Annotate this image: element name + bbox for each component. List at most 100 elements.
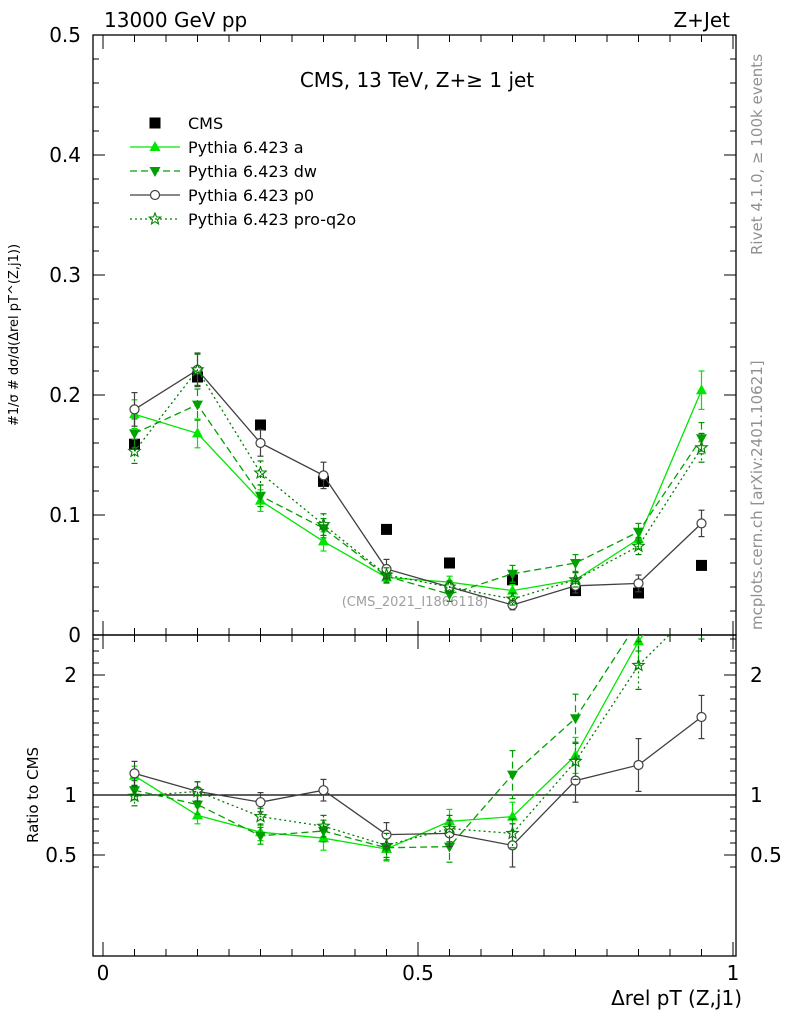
- top-pythia-6-423-p0-point: [318, 470, 329, 481]
- top-pythia-6-423-p0-point: [633, 578, 644, 589]
- top-pythia-6-423-pro-q2o-line: [133, 368, 703, 600]
- top-pythia-6-423-p0-line: [134, 368, 702, 606]
- top-pythia-6-423-pro-q2o-point: [568, 572, 583, 586]
- ratio-pythia-6-423-pro-q2o-point: [631, 657, 646, 672]
- legend-pythia-6-423-p0-label: Pythia 6.423 p0: [188, 186, 314, 205]
- ratio-pythia-6-423-p0-point: [255, 797, 266, 808]
- legend: CMS Pythia 6.423 a Pythia 6.423 dw Pythia 6…: [130, 114, 356, 229]
- ratio-y-axis-label: Ratio to CMS: [24, 747, 42, 843]
- legend-pythia-6-423-a-label: Pythia 6.423 a: [188, 138, 304, 157]
- legend-cms-marker: [149, 117, 161, 129]
- ratio-pythia-6-423-pro-q2o-point: [568, 753, 583, 768]
- x-tick-label: 0.5: [402, 961, 434, 985]
- ratio-pythia-6-423-pro-q2o-point: [505, 825, 520, 840]
- top-pythia-6-423-pro-q2o-point: [253, 465, 268, 480]
- rivet-label: Rivet 4.1.0, ≥ 100k events: [748, 54, 766, 255]
- top-pythia-6-423-p0-point: [129, 404, 140, 415]
- legend-pythia-6-423-pro-q2o-marker: [147, 211, 163, 226]
- ratio-y-tick-label: 2: [64, 663, 77, 687]
- top-pythia-6-423-dw-point: [129, 429, 140, 440]
- ratio-pythia-6-423-dw-point: [696, 575, 707, 585]
- top-pythia-6-423-dw-point: [507, 569, 518, 580]
- top-y-axis-label: #1/σ # dσ/d(Δrel pT^(Z,j1)): [7, 244, 22, 426]
- top-pythia-6-423-pro-q2o-point: [631, 538, 646, 553]
- ratio-series-group: [127, 549, 707, 868]
- top-cms-point: [444, 557, 455, 569]
- ratio-pythia-6-423-pro-q2o-point: [442, 821, 457, 835]
- x-axis-label: Δrel pT (Z,j1): [611, 986, 742, 1010]
- ratio-y-tick-label-right: 1: [750, 783, 763, 807]
- top-y-tick-label: 0.1: [49, 503, 81, 527]
- top-series-group: [127, 352, 709, 611]
- x-tick-label: 0: [97, 961, 110, 985]
- top-cms-point: [633, 587, 644, 599]
- top-pythia-6-423-pro-q2o-point: [316, 517, 331, 531]
- ratio-pythia-6-423-a-line: [134, 635, 644, 850]
- ratio-pythia-6-423-dw-point: [570, 714, 581, 725]
- top-pythia-6-423-pro-q2o-point: [127, 443, 142, 458]
- top-cms-point: [381, 523, 392, 535]
- top-pythia-6-423-pro-q2o-point: [505, 591, 520, 606]
- legend-pythia-6-423-p0-marker: [149, 189, 161, 201]
- top-pythia-6-423-p0-point: [696, 518, 707, 529]
- ratio-pythia-6-423-p0-point: [318, 785, 329, 796]
- legend-pythia-6-423-dw-label: Pythia 6.423 dw: [188, 162, 317, 181]
- top-pythia-6-423-dw-point: [633, 527, 644, 538]
- ratio-pythia-6-423-dw-point: [633, 617, 644, 627]
- top-cms-point: [255, 419, 266, 431]
- legend-pythia-6-423-dw-marker: [149, 167, 161, 177]
- analysis-watermark: (CMS_2021_I1866118): [342, 595, 489, 610]
- top-pythia-6-423-a-point: [696, 384, 707, 395]
- ratio-pythia-6-423-p0-point: [696, 711, 707, 723]
- top-plot-title: CMS, 13 TeV, Z+≥ 1 jet: [300, 68, 534, 92]
- ratio-y-tick-label: 0.5: [45, 843, 77, 867]
- top-pythia-6-423-a-line: [134, 389, 703, 592]
- mcplots-label: mcplots.cern.ch [arXiv:2401.10621]: [748, 360, 766, 630]
- top-pythia-6-423-pro-q2o-point: [379, 567, 394, 582]
- top-y-tick-label: 0.5: [49, 23, 81, 47]
- top-pythia-6-423-dw-line: [134, 403, 703, 595]
- ratio-pythia-6-423-pro-q2o-point: [190, 783, 205, 798]
- ratio-pythia-6-423-dw-line: [134, 635, 631, 849]
- ratio-pythia-6-423-a-point: [696, 549, 707, 559]
- top-pythia-6-423-dw-point: [192, 400, 203, 411]
- top-pythia-6-423-dw-point: [570, 559, 581, 569]
- top-y-tick-label: 0.3: [49, 263, 81, 287]
- top-pythia-6-423-p0-point: [255, 437, 266, 449]
- top-y-tick-label: 0: [68, 623, 81, 647]
- ratio-pythia-6-423-p0-point: [633, 759, 644, 771]
- ratio-pythia-6-423-dw-point: [192, 800, 203, 811]
- ratio-pythia-6-423-p0-point: [570, 775, 581, 786]
- top-pythia-6-423-pro-q2o-point: [190, 362, 205, 376]
- axes-group: 0 0.1 0.2 0.3 0.4 0.5 0 0.5 1 0.5 0.5 1 1 2 2: [45, 23, 782, 985]
- ratio-pythia-6-423-dw-point: [507, 770, 518, 781]
- top-y-tick-label: 0.2: [49, 383, 81, 407]
- legend-pythia-6-423-pro-q2o-label: Pythia 6.423 pro-q2o: [188, 210, 356, 229]
- ratio-pythia-6-423-pro-q2o-point: [127, 788, 142, 803]
- x-tick-label: 1: [727, 961, 740, 985]
- ratio-pythia-6-423-p0-line: [134, 716, 702, 847]
- top-cms-point: [696, 559, 707, 571]
- ratio-pythia-6-423-dw-point: [255, 831, 266, 842]
- ratio-pythia-6-423-pro-q2o-point: [316, 818, 331, 833]
- header-left: 13000 GeV pp: [104, 8, 247, 32]
- top-pythia-6-423-a-point: [507, 584, 518, 595]
- top-pythia-6-423-pro-q2o-point: [442, 579, 457, 594]
- top-pythia-6-423-a-point: [318, 535, 329, 546]
- ratio-pythia-6-423-a-point: [507, 810, 518, 821]
- ratio-pythia-6-423-pro-q2o-point: [253, 809, 268, 823]
- ratio-pythia-6-423-pro-q2o-point: [696, 597, 707, 608]
- top-pythia-6-423-a-point: [192, 427, 203, 438]
- ratio-y-tick-label-right: 2: [750, 663, 763, 687]
- top-pythia-6-423-dw-point: [255, 491, 266, 502]
- top-y-tick-label: 0.4: [49, 143, 81, 167]
- ratio-y-tick-label-right: 0.5: [750, 843, 782, 867]
- ratio-y-tick-label: 1: [64, 783, 77, 807]
- top-pythia-6-423-pro-q2o-point: [694, 440, 709, 454]
- legend-cms-label: CMS: [188, 114, 223, 133]
- top-y-axis-label-text: #1/σ # dσ/d(Δrel pT^(Z,j1)): [7, 244, 22, 426]
- legend-pythia-6-423-a-marker: [149, 141, 161, 151]
- ratio-pythia-6-423-dw-point: [444, 842, 455, 853]
- ratio-pythia-6-423-p0-point: [129, 768, 140, 779]
